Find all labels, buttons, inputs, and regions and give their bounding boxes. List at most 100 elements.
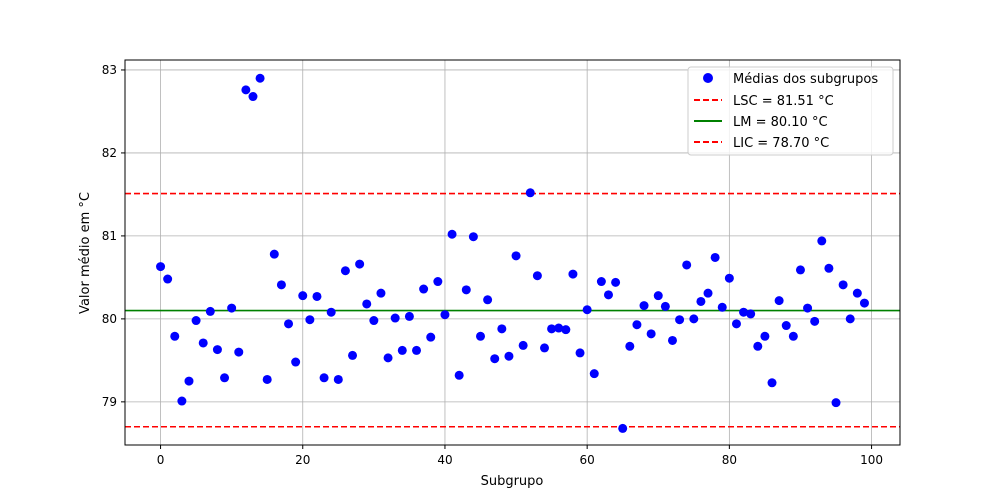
data-point [348,351,357,360]
data-point [362,299,371,308]
legend-label-lm: LM = 80.10 °C [733,115,828,130]
data-point [398,346,407,355]
data-point [768,378,777,387]
data-point [220,373,229,382]
data-point [177,397,186,406]
data-point [277,280,286,289]
y-axis-label: Valor médio em °C [78,192,93,314]
data-point [604,290,613,299]
legend-label-lic: LIC = 78.70 °C [733,136,829,151]
data-point [526,188,535,197]
data-point [846,314,855,323]
x-tick-label: 20 [295,453,310,467]
data-point [576,348,585,357]
data-point [241,85,250,94]
data-point [796,265,805,274]
data-point [732,319,741,328]
data-point [440,310,449,319]
data-point [376,289,385,298]
data-point [298,291,307,300]
data-point [753,342,762,351]
data-point [832,398,841,407]
data-point [597,277,606,286]
y-tick-label: 83 [102,63,117,77]
data-point [533,271,542,280]
data-point [455,371,464,380]
data-point [839,280,848,289]
data-point [391,314,400,323]
data-point [817,236,826,245]
data-point [789,332,798,341]
data-point [199,338,208,347]
data-point [512,251,521,260]
data-point [156,262,165,271]
data-point [782,321,791,330]
x-axis-label: Subgrupo [481,474,544,489]
data-point [483,295,492,304]
y-tick-label: 81 [102,229,117,243]
data-point [519,341,528,350]
data-point [227,304,236,313]
x-tick-label: 80 [722,453,737,467]
x-tick-label: 40 [437,453,452,467]
data-point [284,319,293,328]
legend-label-subgroup-means: Médias dos subgrupos [733,72,878,87]
x-tick-label: 60 [580,453,595,467]
data-point [682,260,691,269]
y-tick-label: 80 [102,312,117,326]
data-point [497,324,506,333]
data-point [647,329,656,338]
data-point [618,424,627,433]
data-point [263,375,272,384]
data-point [540,343,549,352]
data-point [170,332,179,341]
data-point [405,312,414,321]
data-point [355,260,364,269]
data-point [256,74,265,83]
data-point [334,375,343,384]
data-point [369,316,378,325]
data-point [320,373,329,382]
y-axis-ticks: 79 80 81 82 83 [102,63,125,409]
data-point [270,250,279,259]
data-point [163,275,172,284]
data-point [469,232,478,241]
data-point [760,332,769,341]
data-point [426,333,435,342]
data-point [476,332,485,341]
y-tick-label: 79 [102,395,117,409]
data-point [462,285,471,294]
data-point [433,277,442,286]
data-point [711,253,720,262]
data-point [384,353,393,362]
data-point [661,302,670,311]
data-point [696,297,705,306]
data-point [419,285,428,294]
data-point [810,317,819,326]
y-tick-label: 82 [102,146,117,160]
data-point [675,315,684,324]
x-axis-ticks: 0 20 40 60 80 100 [157,445,883,467]
data-point [725,274,734,283]
data-point [824,264,833,273]
data-point [625,342,634,351]
data-point [490,354,499,363]
data-point [412,346,421,355]
data-point [583,305,592,314]
legend: Médias dos subgrupos LSC = 81.51 °C LM =… [688,67,893,155]
data-point [704,289,713,298]
data-point [853,289,862,298]
data-point [206,307,215,316]
data-point [860,299,869,308]
data-point [590,369,599,378]
data-point [668,336,677,345]
data-point [611,278,620,287]
data-point [654,291,663,300]
data-point [234,348,243,357]
data-point [718,303,727,312]
x-tick-label: 0 [157,453,165,467]
legend-label-lsc: LSC = 81.51 °C [733,94,834,109]
data-point [746,309,755,318]
data-point [192,316,201,325]
data-point [184,377,193,386]
